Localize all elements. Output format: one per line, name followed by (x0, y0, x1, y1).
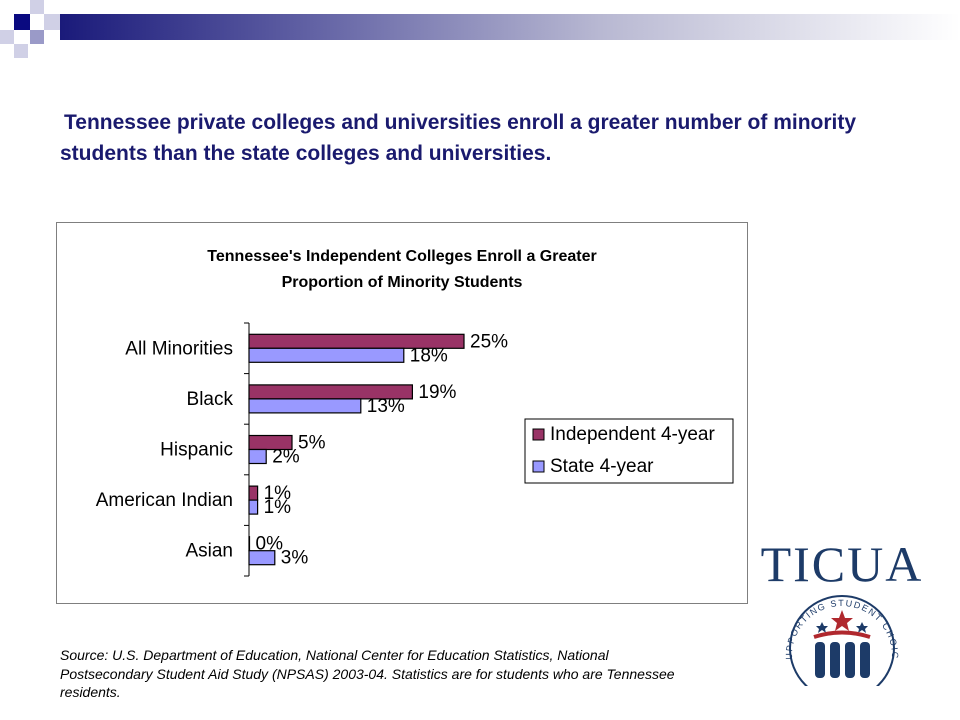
bar-value-label: 13% (367, 396, 405, 417)
header-gradient-band (60, 14, 960, 40)
chart-legend: Independent 4-year State 4-year (524, 418, 734, 484)
bar-state (248, 448, 267, 465)
bar-independent (248, 485, 259, 501)
bar-value-label: 0% (256, 534, 284, 555)
chart-title-line-1: Tennessee's Independent Colleges Enroll … (207, 248, 596, 265)
slide-headline: Tennessee private colleges and universit… (60, 111, 857, 165)
bar-state (248, 499, 259, 515)
legend-label: Independent 4-year (550, 424, 715, 445)
logo-star-icon (831, 610, 853, 631)
chart-title-line-2: Proportion of Minority Students (282, 274, 523, 291)
source-note: Source: U.S. Department of Education, Na… (60, 647, 675, 700)
bar-value-label: 2% (272, 447, 300, 468)
header-square-mid (30, 30, 44, 44)
bar-value-label: 19% (418, 382, 456, 403)
bar-independent (248, 536, 251, 552)
bar-value-label: 1% (264, 497, 292, 518)
logo-seal: SUPPORTING STUDENT CHOICE (752, 536, 899, 686)
bar-state (248, 347, 405, 363)
chart-panel: Tennessee's Independent Colleges Enroll … (56, 222, 748, 604)
header-square-light (14, 44, 28, 58)
logo-column-icon (815, 642, 825, 678)
bar-value-label: 1% (264, 483, 292, 504)
enrollment-bar-chart: Tennessee's Independent Colleges Enroll … (96, 248, 734, 577)
bar-state (248, 550, 276, 566)
legend-swatch (532, 460, 545, 473)
category-label: American Indian (96, 490, 233, 511)
legend-label: State 4-year (550, 456, 654, 477)
bar-state (248, 398, 362, 414)
header-square-light (0, 30, 14, 44)
logo-column-icon (860, 642, 870, 678)
bar-value-label: 3% (281, 548, 309, 569)
header-square-light (30, 0, 44, 14)
category-label: Hispanic (160, 440, 233, 461)
logo-column-icon (830, 642, 840, 678)
category-label: All Minorities (125, 338, 233, 359)
header-square-light (44, 14, 60, 30)
logo-wordmark: TICUA (760, 536, 924, 592)
category-label: Asian (185, 541, 233, 562)
bar-value-label: 25% (470, 331, 508, 352)
legend-box (524, 418, 734, 484)
bar-value-label: 18% (410, 345, 448, 366)
legend-swatch (532, 428, 545, 441)
logo-column-icon (845, 642, 855, 678)
bar-value-label: 5% (298, 433, 326, 454)
header-square-navy (14, 14, 30, 30)
bar-independent (248, 434, 293, 451)
ticua-logo: TICUA SUPPORTING STUDENT CHOICE (752, 536, 932, 686)
category-label: Black (187, 389, 234, 410)
